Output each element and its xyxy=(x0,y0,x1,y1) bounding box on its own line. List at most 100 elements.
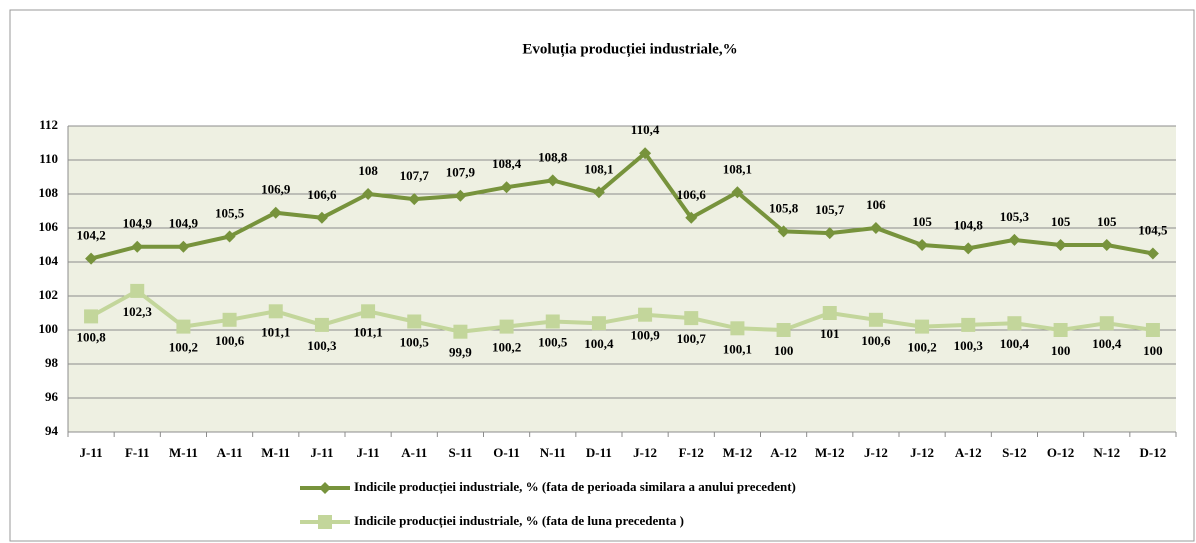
data-label: 100,3 xyxy=(307,338,337,353)
data-label: 108,1 xyxy=(584,161,613,176)
marker xyxy=(1145,323,1160,337)
data-label: 100,6 xyxy=(215,333,245,348)
data-label: 106 xyxy=(866,197,886,212)
marker xyxy=(916,239,929,251)
x-tick-label: A-11 xyxy=(401,445,427,460)
x-tick-label: A-12 xyxy=(955,445,982,460)
x-tick-label: J-12 xyxy=(910,445,934,460)
marker xyxy=(130,283,145,298)
y-tick-label: 104 xyxy=(39,253,59,268)
series-line xyxy=(90,288,1154,334)
data-label: 100,2 xyxy=(907,340,936,355)
data-label: 108,1 xyxy=(723,161,752,176)
data-label: 104,5 xyxy=(1138,222,1168,237)
marker xyxy=(591,316,606,331)
x-tick-label: S-11 xyxy=(448,445,472,460)
y-tick-label: 106 xyxy=(39,219,59,234)
data-label: 100 xyxy=(774,343,794,358)
plot-area xyxy=(68,126,1176,432)
marker xyxy=(684,311,699,326)
x-tick-label: J-11 xyxy=(357,445,380,460)
x-tick-label: S-12 xyxy=(1002,445,1027,460)
data-label: 104,2 xyxy=(76,228,105,243)
x-tick-label: N-12 xyxy=(1093,445,1120,460)
marker xyxy=(177,240,190,253)
x-tick-label: D-12 xyxy=(1140,445,1167,460)
data-label: 100 xyxy=(1143,343,1163,358)
data-label: 99,9 xyxy=(449,345,472,360)
x-tick-label: J-12 xyxy=(864,445,888,460)
data-label: 100,4 xyxy=(1000,336,1030,351)
x-tick-label: M-12 xyxy=(815,445,845,460)
marker xyxy=(222,312,237,327)
data-label: 100,3 xyxy=(954,338,984,353)
x-tick-label: O-11 xyxy=(493,445,520,460)
data-label: 100,7 xyxy=(677,331,707,346)
data-label: 101,1 xyxy=(261,324,290,339)
data-label: 105 xyxy=(912,214,932,229)
data-label: 100,5 xyxy=(538,334,568,349)
data-label: 110,4 xyxy=(631,122,660,137)
marker xyxy=(1007,316,1022,331)
y-tick-label: 108 xyxy=(39,185,59,200)
data-label: 108 xyxy=(358,163,378,178)
legend-marker xyxy=(318,515,332,529)
data-label: 104,9 xyxy=(169,216,199,231)
marker xyxy=(639,147,652,160)
data-label: 108,8 xyxy=(538,149,568,164)
marker xyxy=(546,174,559,187)
legend-label: Indicile producției industriale, % (fata… xyxy=(354,479,796,495)
marker xyxy=(85,252,98,265)
marker xyxy=(961,317,976,332)
marker xyxy=(362,188,375,200)
x-tick-label: F-11 xyxy=(125,445,150,460)
data-label: 100,2 xyxy=(492,340,521,355)
marker xyxy=(1053,323,1068,337)
marker xyxy=(407,314,422,329)
x-tick-label: J-12 xyxy=(633,445,657,460)
marker xyxy=(223,230,236,243)
data-label: 100,5 xyxy=(400,334,430,349)
series-line xyxy=(90,151,1154,261)
marker xyxy=(962,242,975,255)
y-tick-label: 110 xyxy=(39,151,58,166)
data-label: 100,4 xyxy=(584,336,614,351)
y-tick-label: 112 xyxy=(39,117,58,132)
x-tick-label: M-11 xyxy=(169,445,198,460)
marker xyxy=(314,317,329,332)
y-tick-label: 94 xyxy=(45,423,59,438)
legend-label: Indicile producției industriale, % (fata… xyxy=(354,513,684,529)
marker xyxy=(685,211,698,224)
marker xyxy=(453,324,468,339)
data-label: 101 xyxy=(820,326,840,341)
x-tick-label: A-11 xyxy=(217,445,243,460)
marker xyxy=(777,225,790,238)
y-tick-label: 98 xyxy=(45,355,59,370)
data-label: 105 xyxy=(1097,214,1117,229)
data-label: 104,9 xyxy=(123,216,153,231)
data-label: 100 xyxy=(1051,343,1071,358)
x-tick-label: F-12 xyxy=(679,445,704,460)
marker xyxy=(731,186,744,199)
marker xyxy=(1008,233,1021,246)
data-label: 100,1 xyxy=(723,341,752,356)
y-tick-label: 102 xyxy=(39,287,59,302)
marker xyxy=(545,314,560,329)
y-tick-label: 100 xyxy=(39,321,59,336)
x-tick-label: N-11 xyxy=(540,445,566,460)
data-label: 107,9 xyxy=(446,165,476,180)
data-label: 105,5 xyxy=(215,205,245,220)
marker xyxy=(776,323,791,337)
data-label: 106,6 xyxy=(307,187,337,202)
data-label: 101,1 xyxy=(353,324,382,339)
x-tick-label: J-11 xyxy=(80,445,103,460)
marker xyxy=(84,309,99,324)
marker xyxy=(592,186,605,199)
x-tick-label: M-12 xyxy=(723,445,753,460)
marker xyxy=(915,319,930,334)
data-label: 102,3 xyxy=(123,304,153,319)
data-label: 100,6 xyxy=(861,333,891,348)
marker xyxy=(1099,316,1114,331)
data-label: 100,2 xyxy=(169,340,198,355)
